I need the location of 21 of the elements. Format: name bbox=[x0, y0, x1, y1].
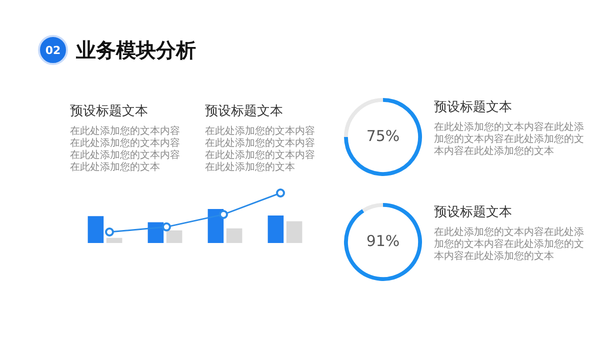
text: 在此处添加您的文本内容在此处添加您的文本内容在此处添加您的文本内容在此处添加您的文本 bbox=[434, 122, 584, 158]
text: 02 bbox=[38, 35, 68, 65]
point bbox=[276, 188, 285, 198]
text: 在此处添加您的文本内容在此处添加您的文本内容在此处添加您的文本内容在此处添加您的文本 bbox=[205, 126, 316, 174]
point bbox=[162, 222, 171, 232]
data-label: 91% bbox=[366, 232, 400, 250]
text: 预设标题文本 bbox=[434, 204, 513, 221]
bar bbox=[286, 221, 302, 243]
text: 在此处添加您的文本内容在此处添加您的文本内容在此处添加您的文本内容在此处添加您的文本 bbox=[70, 126, 181, 174]
text: 预设标题文本 bbox=[70, 103, 149, 120]
bar bbox=[226, 228, 242, 243]
bar bbox=[166, 230, 182, 243]
text: 业务模块分析 bbox=[76, 36, 196, 64]
point bbox=[219, 210, 228, 219]
bar bbox=[268, 215, 284, 243]
text: 预设标题文本 bbox=[434, 99, 513, 116]
point bbox=[105, 228, 114, 236]
data-label: 75% bbox=[366, 126, 400, 145]
bar bbox=[106, 238, 122, 243]
text: 预设标题文本 bbox=[205, 103, 284, 120]
text: 在此处添加您的文本内容在此处添加您的文本内容在此处添加您的文本内容在此处添加您的文本 bbox=[434, 227, 584, 263]
